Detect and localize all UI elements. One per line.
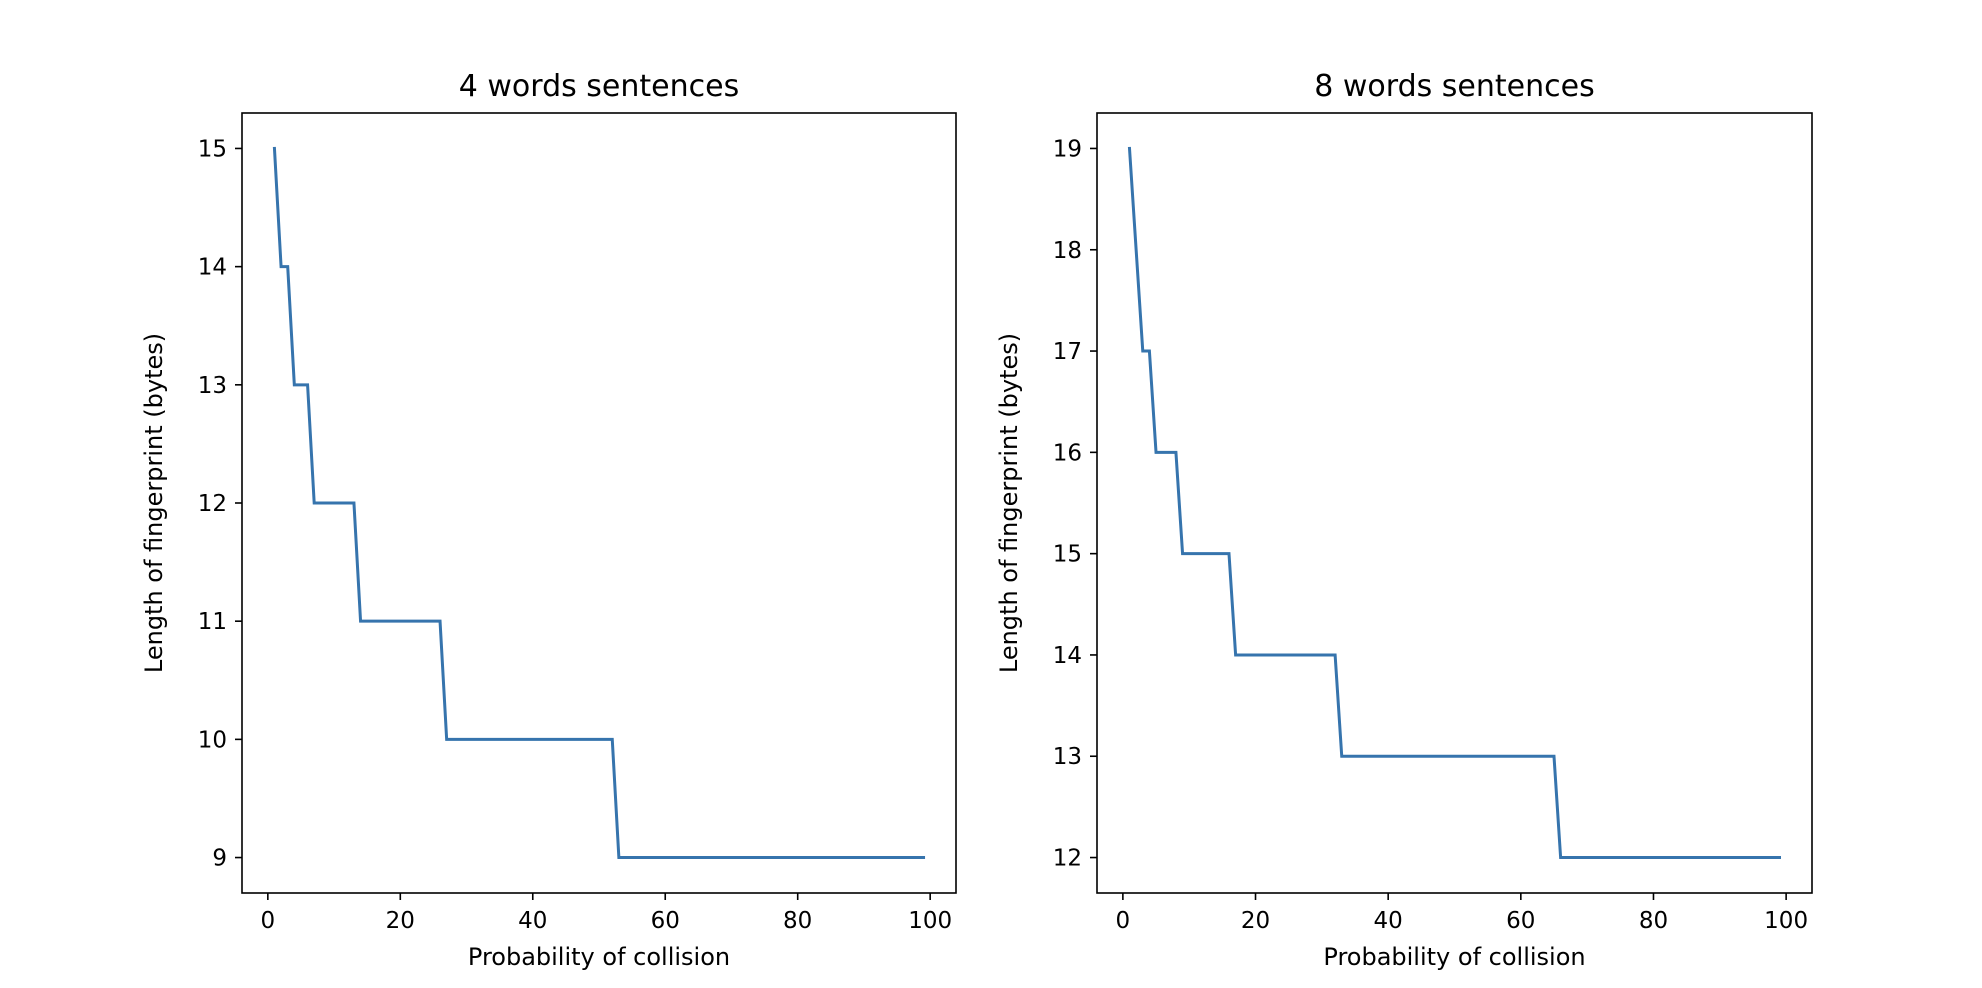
x-tick-label: 40 <box>1374 908 1403 934</box>
series-line <box>272 146 926 860</box>
x-tick-label: 0 <box>261 908 276 934</box>
x-tick-label: 20 <box>386 908 415 934</box>
x-tick-label: 0 <box>1116 908 1131 934</box>
y-tick-label: 19 <box>1053 136 1082 162</box>
x-tick-label: 40 <box>518 908 547 934</box>
y-tick-label: 11 <box>198 609 227 635</box>
chart-panel-8-words: 0 20 40 60 80 100 12 13 14 15 16 17 18 19 8 words sent… <box>995 69 1813 971</box>
x-tick-label: 20 <box>1241 908 1270 934</box>
y-tick-label: 15 <box>198 136 227 162</box>
y-tick-label: 9 <box>212 846 227 872</box>
series-line <box>1127 146 1781 860</box>
y-tick-label: 15 <box>1053 542 1082 568</box>
y-axis-label: Length of fingerprint (bytes) <box>995 333 1023 673</box>
y-tick-label: 16 <box>1053 440 1082 466</box>
x-tick-label: 80 <box>783 908 812 934</box>
y-tick-label: 17 <box>1053 339 1082 365</box>
y-tick-label: 13 <box>1053 744 1082 770</box>
chart-panel-4-words: 0 20 40 60 80 100 9 10 11 12 13 14 15 4 words sentenc… <box>140 69 957 971</box>
y-tick-label: 12 <box>1053 846 1082 872</box>
y-tick-label: 14 <box>198 255 227 281</box>
x-tick-label: 60 <box>651 908 680 934</box>
x-axis-label: Probability of collision <box>468 943 730 971</box>
plot-frame <box>1096 112 1813 894</box>
y-tick-label: 13 <box>198 373 227 399</box>
x-tick-label: 100 <box>1764 908 1808 934</box>
x-tick-label: 80 <box>1639 908 1668 934</box>
y-tick-label: 10 <box>198 727 227 753</box>
x-tick-label: 100 <box>908 908 952 934</box>
x-tick-label: 60 <box>1506 908 1535 934</box>
chart-title: 8 words sentences <box>1314 69 1594 104</box>
x-axis-label: Probability of collision <box>1323 943 1585 971</box>
chart-title: 4 words sentences <box>459 69 739 104</box>
y-tick-label: 14 <box>1053 643 1082 669</box>
y-axis-label: Length of fingerprint (bytes) <box>140 333 168 673</box>
y-tick-label: 18 <box>1053 238 1082 264</box>
y-tick-label: 12 <box>198 491 227 517</box>
